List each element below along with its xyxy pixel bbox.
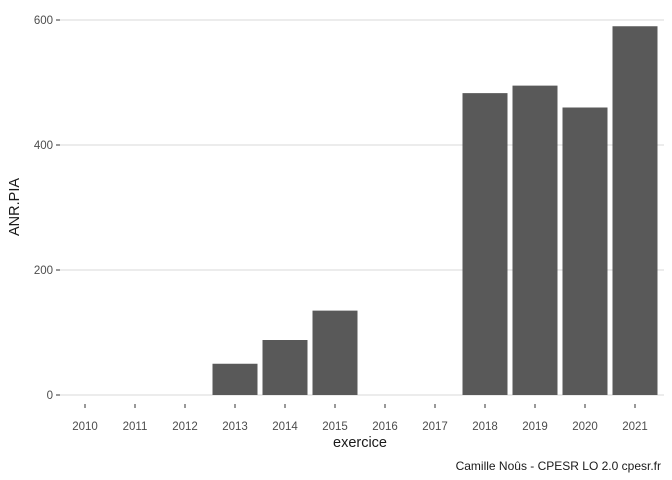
y-axis-title: ANR.PIA [7, 178, 23, 236]
x-tick-label: 2019 [522, 421, 548, 433]
bars [212, 26, 658, 395]
x-tick-label: 2017 [422, 421, 448, 433]
chart-caption: Camille Noûs - CPESR LO 2.0 cpesr.fr [456, 459, 661, 473]
x-axis-ticks: 2010 2011 2012 2013 2014 2015 2016 2017 2018 2019… [72, 404, 648, 433]
x-axis-title: exercice [333, 435, 387, 451]
y-tick-label: 0 [47, 390, 53, 402]
x-tick-label: 2012 [172, 421, 198, 433]
y-tick-label: 600 [34, 15, 53, 27]
y-tick-label: 400 [34, 140, 53, 152]
x-tick-label: 2020 [572, 421, 598, 433]
bar-2018 [462, 93, 508, 395]
bar-2014 [262, 340, 308, 395]
x-tick-label: 2018 [472, 421, 498, 433]
x-tick-label: 2013 [222, 421, 248, 433]
bar-2021 [612, 26, 658, 395]
bar-2019 [512, 85, 558, 395]
y-tick-label: 200 [34, 265, 53, 277]
x-tick-label: 2014 [272, 421, 298, 433]
x-tick-label: 2011 [123, 421, 148, 433]
bar-2020 [562, 107, 608, 395]
x-tick-label: 2016 [372, 421, 398, 433]
x-tick-label: 2021 [622, 421, 648, 433]
bar-2015 [312, 310, 358, 395]
y-axis-ticks: 0 200 400 600 [34, 15, 60, 402]
x-tick-label: 2010 [72, 421, 98, 433]
x-tick-label: 2015 [322, 421, 348, 433]
bar-2013 [212, 363, 258, 395]
